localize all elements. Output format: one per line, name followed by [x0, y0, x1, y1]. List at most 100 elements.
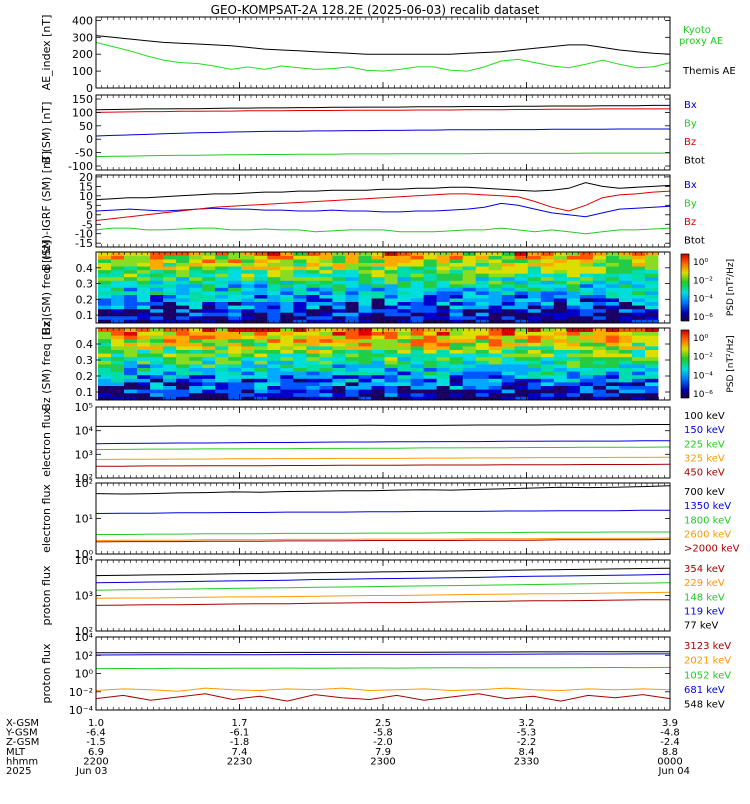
spectrogram-cell: [254, 378, 268, 383]
legend-label: Bx: [684, 100, 697, 111]
series-line: [95, 227, 671, 235]
spectrogram-cell: [592, 280, 607, 285]
y-tick-label: 0.1: [76, 309, 94, 322]
spectrogram-cell: [410, 338, 424, 343]
spectrogram-cell: [540, 266, 555, 271]
spectrogram-cell: [280, 374, 294, 379]
spectrogram-cell: [241, 312, 255, 317]
spectrogram-cell: [163, 367, 177, 372]
spectrogram-cell: [280, 319, 294, 324]
spectrogram-cell: [645, 349, 659, 354]
spectrogram-cell: [592, 360, 607, 365]
colorbar-label: PSD [nT²/Hz]: [726, 335, 736, 392]
y-tick-label: 10: [79, 190, 93, 203]
spectrogram-cell: [371, 298, 385, 302]
x-axis-value: 1.0: [88, 718, 104, 729]
spectrogram-cell: [163, 389, 177, 394]
spectrogram-cell: [488, 266, 503, 271]
spectrogram-cell: [293, 328, 307, 332]
spectrogram-cell: [632, 342, 646, 347]
spectrogram-cell: [163, 342, 177, 347]
legend-label: 229 keV: [684, 578, 725, 589]
y-tick-label: 10⁰: [75, 668, 94, 681]
spectrogram-cell: [449, 385, 463, 390]
spectrogram-cell: [514, 378, 529, 383]
spectrogram-cell: [449, 252, 463, 256]
spectrogram-cell: [384, 252, 398, 256]
spectrogram-cell: [384, 298, 398, 302]
spectrogram-cell: [449, 294, 463, 299]
spectrogram-cell: [345, 287, 359, 292]
spectrogram-cell: [215, 353, 229, 358]
spectrogram-cell: [605, 360, 620, 365]
spectrogram-cell: [397, 280, 411, 285]
spectrogram-cell: [605, 371, 620, 376]
spectrogram-cell: [150, 385, 164, 390]
spectrogram-cell: [241, 298, 255, 302]
spectrogram-cell: [98, 262, 112, 267]
spectrogram-cell: [632, 389, 646, 394]
legend-label: Bz: [684, 137, 696, 148]
spectrogram-cell: [280, 382, 294, 386]
series-line: [96, 531, 670, 535]
spectrogram-cell: [449, 319, 463, 324]
spectrogram-cell: [397, 382, 411, 386]
spectrogram-cell: [645, 308, 659, 313]
spectrogram-cell: [293, 385, 307, 390]
spectrogram-cell: [228, 338, 242, 343]
spectrogram-cell: [332, 259, 346, 263]
spectrogram-cell: [358, 353, 372, 358]
spectrogram-cell: [423, 331, 437, 336]
spectrogram-cell: [319, 280, 333, 285]
spectrogram-cell: [176, 335, 190, 340]
spectrogram-cell: [632, 252, 646, 256]
spectrogram-cell: [423, 328, 437, 332]
spectrogram-cell: [553, 283, 568, 288]
spectrogram-cell: [124, 349, 138, 354]
spectrogram-cell: [319, 342, 333, 347]
spectrogram-cell: [280, 360, 294, 365]
y-tick-label: 300: [72, 31, 93, 44]
spectrogram-cell: [267, 291, 281, 295]
x-axis-row-label: Y-GSM: [5, 728, 38, 739]
spectrogram-cell: [98, 308, 112, 313]
spectrogram-cell: [98, 367, 112, 372]
spectrogram-cell: [475, 305, 490, 310]
panel-frame: [95, 482, 671, 555]
x-axis-row-label: Z-GSM: [6, 737, 39, 748]
spectrogram-cell: [410, 294, 424, 299]
spectrogram-cell: [163, 276, 177, 281]
spectrogram-cell: [592, 255, 607, 260]
spectrogram-cell: [345, 356, 359, 361]
spectrogram-cell: [371, 259, 385, 263]
legend-label: 354 keV: [684, 564, 725, 575]
spectrogram-cell: [150, 349, 164, 354]
spectrogram-cell: [189, 266, 203, 271]
spectrogram-cell: [215, 338, 229, 343]
spectrogram-cell: [124, 312, 138, 317]
spectrogram-cell: [150, 367, 164, 372]
spectrogram-cell: [397, 273, 411, 278]
spectrogram-cell: [553, 305, 568, 310]
spectrogram-cell: [592, 259, 607, 263]
spectrogram-cell: [163, 338, 177, 343]
spectrogram-cell: [384, 259, 398, 263]
spectrogram-cell: [202, 331, 216, 336]
spectrogram-cell: [566, 356, 581, 361]
spectrogram-cell: [592, 312, 607, 317]
x-axis-value: 8.4: [519, 747, 535, 758]
spectrogram-cell: [579, 331, 594, 336]
spectrogram-cell: [514, 342, 529, 347]
spectrogram-cell: [384, 280, 398, 285]
spectrogram-cell: [254, 382, 268, 386]
spectrogram-cell: [241, 378, 255, 383]
spectrogram-cell: [397, 301, 411, 306]
colorbar-tick-label: 10⁻⁴: [693, 371, 713, 381]
spectrogram-cell: [488, 335, 503, 340]
spectrogram-cell: [358, 280, 372, 285]
spectrogram-cell: [254, 328, 268, 332]
spectrogram-cell: [306, 360, 320, 365]
spectrogram-cell: [501, 298, 516, 302]
spectrogram-cell: [553, 312, 568, 317]
